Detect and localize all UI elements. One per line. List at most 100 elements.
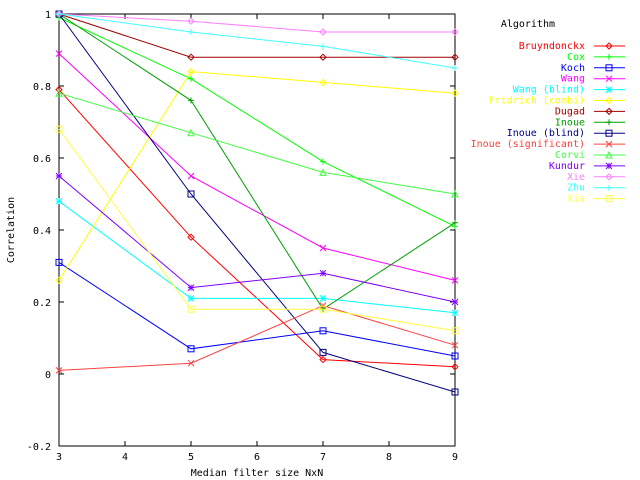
legend-swatch-marker: [605, 86, 613, 93]
x-tick-label: 9: [452, 452, 458, 463]
data-point: [55, 89, 63, 97]
data-point: [188, 29, 194, 35]
legend-label: Inoue (significant): [471, 139, 585, 150]
x-axis-title: Median filter size NxN: [191, 468, 323, 479]
legend-label: Cox: [567, 52, 585, 63]
data-point: [451, 89, 459, 97]
data-point: [451, 327, 459, 335]
legend-swatch-marker: [605, 173, 613, 181]
data-point: [451, 341, 459, 349]
data-point: [319, 295, 327, 302]
data-point: [187, 233, 195, 241]
series-zhu: [56, 11, 458, 71]
series-line: [58, 305, 456, 371]
legend-swatch-marker: [605, 64, 613, 72]
data-point: [187, 359, 195, 367]
data-point: [319, 78, 327, 87]
data-point: [55, 85, 63, 94]
data-point: [319, 28, 327, 36]
legend-label: Kundur: [549, 161, 585, 172]
data-point: [320, 43, 326, 50]
x-tick-label: 7: [320, 452, 326, 463]
data-point: [319, 269, 327, 277]
data-point: [451, 277, 459, 284]
data-point: [187, 128, 195, 137]
series-koch: [55, 258, 459, 360]
legend-swatch-marker: [605, 96, 613, 105]
data-point: [452, 219, 458, 226]
series-line: [58, 13, 456, 393]
legend-swatch-marker: [605, 140, 613, 148]
legend-label: Corvi: [555, 150, 585, 161]
legend-label: Xie: [567, 172, 585, 183]
series-xia: [55, 125, 459, 335]
y-tick-label: 1: [45, 10, 51, 21]
legend-swatch-marker: [605, 195, 613, 203]
data-point: [55, 125, 63, 133]
data-point: [451, 298, 459, 306]
data-point: [451, 189, 459, 198]
data-point: [451, 388, 459, 396]
legend-label: Xia: [567, 194, 585, 205]
legend-label: Dugad: [555, 106, 585, 117]
x-tick-label: 3: [56, 452, 62, 463]
data-point: [188, 97, 194, 104]
data-point: [187, 305, 195, 313]
data-point: [187, 67, 195, 76]
data-point: [188, 75, 194, 82]
data-point: [55, 197, 63, 205]
data-point: [187, 53, 195, 61]
legend-label: Zhu: [567, 183, 585, 194]
data-point: [451, 309, 459, 317]
legend-label: Bruyndonckx: [519, 41, 585, 52]
data-point: [319, 53, 327, 61]
series-fridrich-combi: [55, 67, 459, 285]
x-tick-label: 5: [188, 452, 194, 463]
legend-label: Wang (blind): [513, 85, 585, 96]
data-point: [187, 295, 195, 302]
legend-swatch-marker: [606, 119, 612, 126]
y-tick-label: 0.2: [33, 298, 51, 309]
series-line: [58, 71, 456, 281]
data-point: [187, 172, 195, 180]
data-point: [55, 367, 63, 374]
y-tick-label: 0.6: [33, 154, 51, 165]
x-tick-label: 8: [386, 452, 392, 463]
x-tick-label: 4: [122, 452, 128, 463]
legend-label: Fridrich (combi): [489, 96, 585, 107]
series-line: [58, 17, 456, 227]
series-inoue: [56, 11, 458, 313]
data-point: [187, 284, 195, 291]
data-point: [55, 172, 63, 180]
data-point: [451, 352, 459, 360]
legend-swatch-marker: [605, 129, 613, 137]
series-line: [58, 13, 456, 310]
series-xie: [55, 10, 459, 36]
legend-swatch-marker: [605, 162, 613, 170]
series-wang: [55, 50, 459, 284]
data-point: [320, 158, 326, 165]
legend-swatch-marker: [605, 107, 613, 116]
data-point: [452, 65, 458, 71]
data-point: [187, 345, 195, 353]
data-point: [319, 302, 327, 309]
data-point: [451, 28, 459, 36]
y-axis-title: Correlation: [6, 197, 17, 263]
series-corvi: [55, 89, 459, 198]
y-tick-label: -0.2: [27, 442, 51, 453]
data-point: [319, 244, 327, 252]
data-point: [451, 363, 459, 371]
data-point: [187, 17, 195, 25]
y-tick-label: 0.4: [33, 226, 51, 237]
series-line: [58, 200, 456, 314]
legend-label: Inoue (blind): [507, 128, 585, 139]
legend-swatch-marker: [605, 75, 613, 83]
series-kundur: [55, 172, 459, 306]
axes-layer: 3 4 5 6 7 8 9 -0.2 0 0.2 0.4 0.6 0.8 1: [27, 10, 458, 463]
legend-label: Inoue: [555, 117, 585, 128]
legend-swatch-marker: [606, 53, 612, 60]
data-point: [55, 50, 63, 57]
